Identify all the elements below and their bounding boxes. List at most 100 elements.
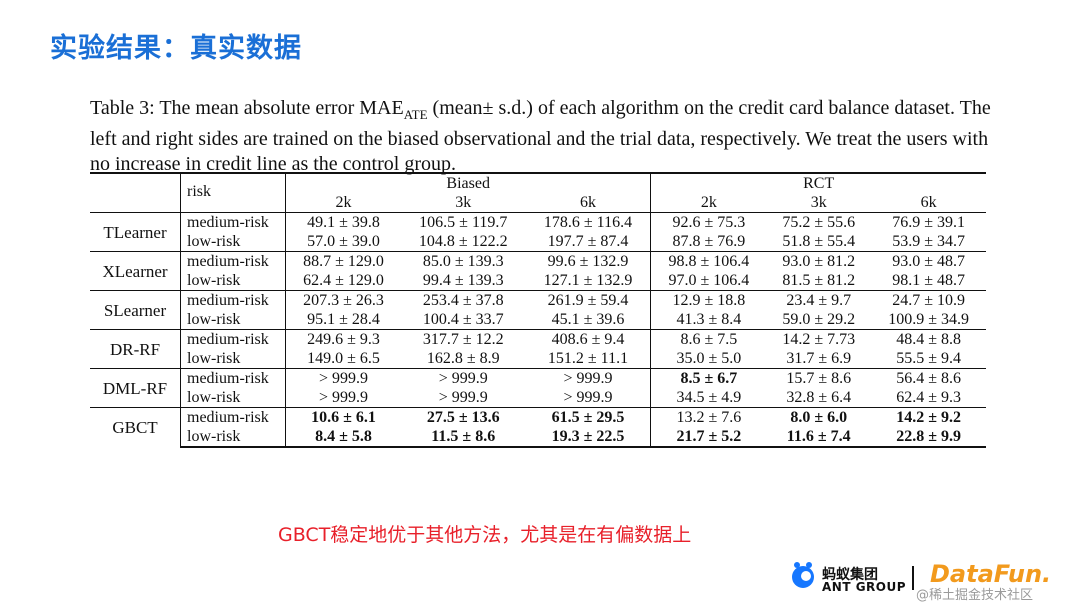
table-cell: 75.2 ± 55.6: [766, 212, 872, 232]
table-cell: 53.9 ± 34.7: [892, 233, 965, 250]
table-cell: 14.2 ± 7.73: [766, 329, 872, 349]
table-cell: 95.1 ± 28.4: [284, 310, 401, 330]
table-cell: 11.6 ± 7.4: [766, 427, 872, 448]
risk-label: medium-risk: [180, 212, 286, 232]
header-size: 6k: [579, 194, 596, 211]
table-cell: 14.2 ± 9.2: [871, 407, 986, 427]
caption-mae: MAE: [359, 97, 404, 119]
table-cell: 56.4 ± 8.6: [871, 368, 986, 388]
table-cell: 88.7 ± 129.0: [284, 251, 401, 271]
ant-group-name-en: ANT GROUP: [822, 580, 907, 594]
table-cell: 8.5 ± 6.7: [650, 368, 767, 388]
table-cell: 127.1 ± 132.9: [543, 272, 633, 289]
table-cell: 48.4 ± 8.8: [871, 329, 986, 349]
table-cell: 85.0 ± 139.3: [400, 251, 526, 271]
datafun-logo: DataFun.: [930, 560, 1052, 588]
table-cell: 62.4 ± 9.3: [896, 389, 961, 406]
caption-mae-subscript: ATE: [403, 107, 428, 122]
table-cell: 87.8 ± 76.9: [650, 232, 767, 252]
risk-label: medium-risk: [180, 407, 286, 427]
results-table: risk Biased RCT 2k 3k 6k 2k 3k 6k TLearn…: [90, 172, 986, 448]
table-caption: Table 3: The mean absolute error MAEATE …: [90, 96, 1000, 177]
table-cell: > 999.9: [438, 389, 488, 406]
table-cell: > 999.9: [525, 368, 651, 388]
table-cell: 11.5 ± 8.6: [400, 427, 526, 448]
table-cell: 98.8 ± 106.4: [650, 251, 767, 271]
table-cell: 49.1 ± 39.8: [284, 212, 401, 232]
table-cell: 249.6 ± 9.3: [284, 329, 401, 349]
risk-label: low-risk: [180, 427, 286, 448]
risk-label: medium-risk: [180, 290, 286, 310]
table-cell: 207.3 ± 26.3: [284, 290, 401, 310]
header-size: 2k: [284, 193, 401, 213]
table-cell: 93.0 ± 48.7: [871, 251, 986, 271]
table-cell: 8.4 ± 5.8: [284, 427, 401, 448]
ant-group-logo-icon: [792, 562, 814, 588]
table-cell: 62.4 ± 129.0: [284, 271, 401, 291]
caption-prefix: Table 3: The mean absolute error: [90, 97, 360, 119]
table-cell: 24.7 ± 10.9: [871, 290, 986, 310]
header-size: 3k: [455, 194, 472, 211]
risk-label: low-risk: [180, 310, 286, 330]
header-size: 6k: [920, 194, 937, 211]
table-cell: 253.4 ± 37.8: [400, 290, 526, 310]
table-cell: 55.5 ± 9.4: [896, 350, 961, 367]
risk-label: medium-risk: [180, 329, 286, 349]
algo-name: XLearner: [90, 251, 181, 291]
algo-name: DML-RF: [90, 368, 181, 408]
table-cell: 100.4 ± 33.7: [422, 311, 504, 328]
table-cell: 93.0 ± 81.2: [766, 251, 872, 271]
table-cell: 76.9 ± 39.1: [871, 212, 986, 232]
table-cell: 261.9 ± 59.4: [525, 290, 651, 310]
table-cell: 197.7 ± 87.4: [547, 233, 629, 250]
logo-divider: [912, 566, 914, 590]
table-cell: 104.8 ± 122.2: [418, 233, 508, 250]
conclusion-comment: GBCT稳定地优于其他方法，尤其是在有偏数据上: [278, 524, 692, 546]
table-row: low-risk 57.0 ± 39.0 104.8 ± 122.2 197.7 ± …: [90, 232, 986, 252]
algo-name: GBCT: [90, 407, 181, 447]
table-cell: 59.0 ± 29.2: [782, 311, 856, 328]
table-row: low-risk 149.0 ± 6.5 162.8 ± 8.9 151.2 ± 11…: [90, 349, 986, 369]
table-cell: 98.1 ± 48.7: [892, 272, 965, 289]
table-cell: 178.6 ± 116.4: [525, 212, 651, 232]
table-cell: > 999.9: [284, 388, 401, 408]
header-biased: Biased: [284, 174, 651, 193]
table-cell: 92.6 ± 75.3: [650, 212, 767, 232]
table-cell: 99.4 ± 139.3: [422, 272, 504, 289]
header-size: 2k: [650, 193, 767, 213]
table-cell: 45.1 ± 39.6: [551, 311, 625, 328]
header-risk: risk: [180, 174, 286, 213]
algo-name: TLearner: [90, 212, 181, 252]
risk-label: medium-risk: [180, 368, 286, 388]
table-cell: 34.5 ± 4.9: [650, 388, 767, 408]
table-cell: 27.5 ± 13.6: [400, 407, 526, 427]
table-cell: 99.6 ± 132.9: [525, 251, 651, 271]
risk-label: low-risk: [180, 349, 286, 369]
risk-label: low-risk: [180, 388, 286, 408]
header-size: 3k: [810, 194, 827, 211]
table-row: GBCT medium-risk 10.6 ± 6.1 27.5 ± 13.6 61.5…: [90, 407, 986, 447]
table-cell: 23.4 ± 9.7: [766, 290, 872, 310]
table-cell: 57.0 ± 39.0: [284, 232, 401, 252]
table-cell: > 999.9: [563, 389, 613, 406]
table-cell: 317.7 ± 12.2: [400, 329, 526, 349]
table-row: XLearner medium-risk 88.7 ± 129.0 85.0 ± 13…: [90, 251, 986, 291]
table-cell: 8.0 ± 6.0: [766, 407, 872, 427]
table-cell: 15.7 ± 8.6: [766, 368, 872, 388]
table-cell: > 999.9: [284, 368, 401, 388]
table-cell: > 999.9: [400, 368, 526, 388]
table-cell: 8.6 ± 7.5: [650, 329, 767, 349]
table-cell: 22.8 ± 9.9: [871, 427, 986, 448]
table-cell: 81.5 ± 81.2: [782, 272, 856, 289]
table-row: low-risk 8.4 ± 5.8 11.5 ± 8.6 19.3 ± 22.5 21…: [90, 427, 986, 448]
slide-title: 实验结果：真实数据: [50, 33, 302, 64]
table-cell: 106.5 ± 119.7: [400, 212, 526, 232]
table-cell: 21.7 ± 5.2: [650, 427, 767, 448]
risk-label: low-risk: [180, 271, 286, 291]
table-row: SLearner medium-risk 207.3 ± 26.3 253.4 ± 3…: [90, 290, 986, 330]
algo-name: SLearner: [90, 290, 181, 330]
table-row: DML-RF medium-risk > 999.9 > 999.9 > 999.9 8.…: [90, 368, 986, 408]
header-algo: [90, 174, 181, 213]
table-row: TLearner medium-risk 49.1 ± 39.8 106.5 ± 11…: [90, 212, 986, 252]
table-cell: 12.9 ± 18.8: [650, 290, 767, 310]
